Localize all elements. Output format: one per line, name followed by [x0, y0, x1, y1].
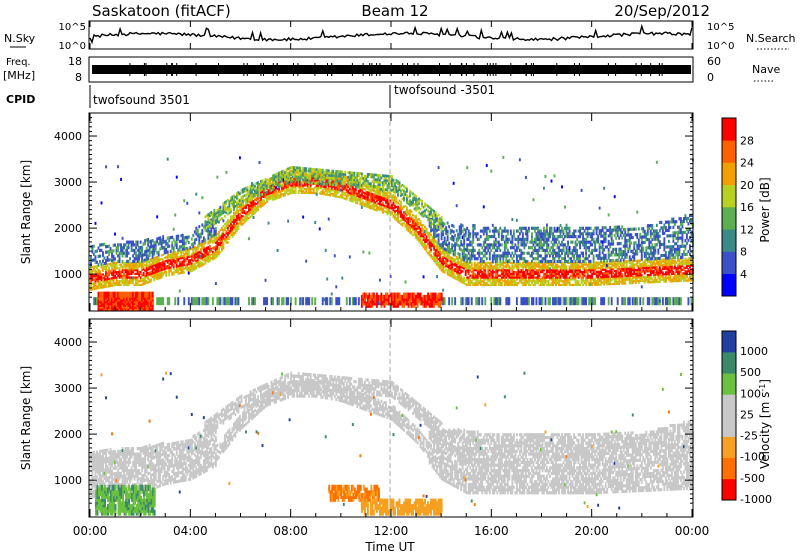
- power-y-ticks: 1000 2000 3000 4000: [54, 112, 693, 298]
- vel-cbar-tick-0: 1000: [740, 345, 768, 358]
- y-tick-label-4000: 4000: [54, 336, 82, 349]
- power-data: [90, 155, 694, 311]
- x-tick-label-2: 08:00: [273, 524, 308, 538]
- freq-panel-frame: [88, 56, 694, 83]
- x-axis-label: Time UT: [364, 540, 415, 554]
- x-tick-label-4: 16:00: [474, 524, 509, 538]
- sky-top-tick: 10^5: [59, 22, 86, 33]
- sky-right-label: N.Search: [746, 32, 796, 45]
- power-cbar-swatch-7: [722, 118, 736, 141]
- freq-series-spikes: [129, 63, 663, 76]
- vel-cbar-tick-6: -500: [740, 472, 765, 485]
- vel-cbar-swatch-3: [722, 415, 736, 437]
- power-cbar-swatch-0: [722, 273, 736, 297]
- power-cbar-swatch-6: [722, 140, 736, 163]
- sky-left-label: N.Sky: [4, 32, 36, 45]
- velocity-ylabel: Slant Range [km]: [19, 366, 33, 470]
- x-tick-label-3: 12:00: [374, 524, 409, 538]
- power-cbar-swatch-3: [722, 207, 736, 230]
- x-tick-label-5: 20:00: [574, 524, 609, 538]
- freq-left-label-1: Freq.: [6, 57, 31, 68]
- power-colorbar: 4 8 12 16 20 24 28: [721, 117, 754, 297]
- sky-bottom-tick: 10^0: [59, 41, 86, 52]
- freq-tick-18: 18: [68, 55, 82, 68]
- velocity-data: [90, 371, 694, 516]
- power-cbar-tick-4: 20: [740, 179, 754, 192]
- beam-title: Beam 12: [361, 2, 428, 20]
- x-tick-label-6: 00:00: [675, 524, 710, 538]
- velocity-y-ticks: 1000 2000 3000 4000: [54, 318, 693, 504]
- cpid-segment-1: twofsound 3501: [93, 93, 190, 107]
- vel-cbar-swatch-4: [722, 394, 736, 416]
- y-tick-label-2000: 2000: [54, 222, 82, 235]
- freq-tick-8: 8: [75, 71, 82, 84]
- x-tick-label-1: 04:00: [173, 524, 208, 538]
- vel-cbar-swatch-7: [722, 331, 736, 353]
- sky-top-tick-right: 10^5: [707, 22, 734, 33]
- vel-cbar-tick-4: -25: [740, 430, 758, 443]
- y-tick-label-3000: 3000: [54, 382, 82, 395]
- vel-cbar-tick-7: -1000: [740, 493, 772, 506]
- cpid-segment-2: twofsound -3501: [394, 83, 495, 97]
- power-cbar-swatch-4: [722, 184, 736, 208]
- nave-tick-60: 60: [707, 55, 721, 68]
- x-tick-label-0: 00:00: [73, 524, 108, 538]
- velocity-colorbar: 1000 500 100 25 -25 -100 -500 -1000: [721, 330, 772, 506]
- power-cbar-tick-1: 8: [740, 246, 747, 259]
- y-tick-label-1000: 1000: [54, 474, 82, 487]
- y-tick-label-1000: 1000: [54, 268, 82, 281]
- station-title: Saskatoon (fitACF): [92, 2, 231, 20]
- power-cbar-tick-5: 24: [740, 157, 754, 170]
- vel-cbar-tick-2: 100: [740, 387, 761, 400]
- y-tick-label-3000: 3000: [54, 176, 82, 189]
- vel-cbar-tick-1: 500: [740, 366, 761, 379]
- vel-cbar-tick-3: 25: [740, 408, 754, 421]
- x-axis-ticks: 00:00 04:00 08:00 12:00 16:00 20:00 00:00: [73, 21, 710, 538]
- date-title: 20/Sep/2012: [614, 2, 710, 20]
- vel-cbar-tick-5: -100: [740, 451, 765, 464]
- power-cbar-swatch-5: [722, 162, 736, 186]
- power-cbar-tick-0: 4: [740, 268, 747, 281]
- power-cbar-swatch-2: [722, 229, 736, 252]
- y-tick-label-2000: 2000: [54, 428, 82, 441]
- cpid-label: CPID: [6, 93, 35, 106]
- velocity-colorbar-label: Velocity [m s-1]: [758, 379, 772, 469]
- vel-cbar-swatch-1: [722, 457, 736, 480]
- vel-cbar-swatch-0: [722, 478, 736, 501]
- nave-right-label: Nave: [752, 63, 780, 76]
- power-ylabel: Slant Range [km]: [19, 160, 33, 264]
- sky-noise-series: [89, 23, 693, 45]
- power-cbar-tick-6: 28: [740, 134, 754, 147]
- freq-left-label-2: [MHz]: [3, 69, 35, 82]
- power-cbar-tick-2: 12: [740, 223, 754, 236]
- power-colorbar-label: Power [dB]: [758, 177, 772, 242]
- power-cbar-tick-3: 16: [740, 201, 754, 214]
- vel-cbar-swatch-2: [722, 436, 736, 459]
- sky-bottom-tick-right: 10^0: [707, 41, 734, 52]
- vel-cbar-swatch-5: [722, 373, 736, 395]
- nave-tick-0: 0: [707, 71, 714, 84]
- power-cbar-swatch-1: [722, 251, 736, 275]
- vel-cbar-swatch-6: [722, 352, 736, 374]
- y-tick-label-4000: 4000: [54, 130, 82, 143]
